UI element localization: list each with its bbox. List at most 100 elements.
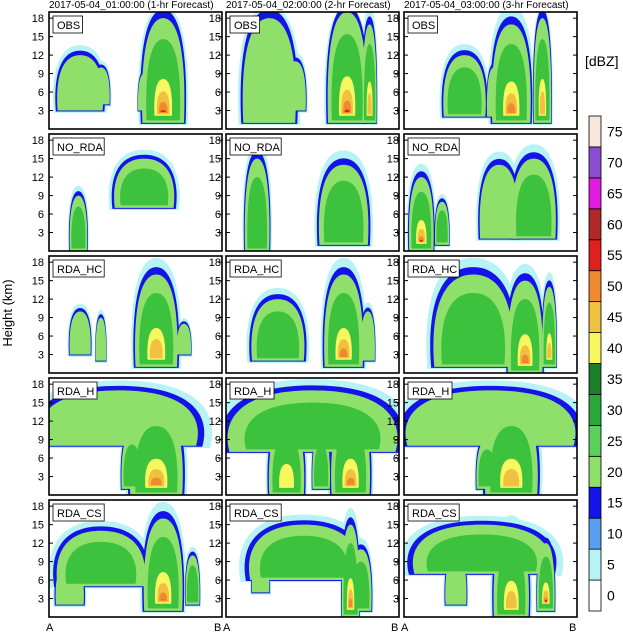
panel: RDA_CS 3 6 9 12 15 18 xyxy=(32,499,223,618)
reflectivity-contour xyxy=(441,292,506,365)
reflectivity-contour xyxy=(360,311,375,361)
y-tick-label: 18 xyxy=(32,379,44,391)
reflectivity-contour xyxy=(348,598,353,608)
panel-frame xyxy=(225,499,400,618)
y-tick-label: 6 xyxy=(393,453,399,465)
panel-frame xyxy=(225,255,400,374)
row-label-text: RDA_CS xyxy=(57,508,102,520)
panel: RDA_CS 3 6 9 12 15 18 xyxy=(209,499,400,618)
y-tick-label: 15 xyxy=(209,520,221,532)
panel: OBS 3 6 9 12 15 18 xyxy=(387,11,578,130)
row-label-box xyxy=(229,15,261,34)
y-tick-label: 15 xyxy=(387,154,399,166)
panel-row-label: RDA_CS xyxy=(229,503,282,522)
reflectivity-contour xyxy=(159,592,168,601)
panel: RDA_H 3 6 9 12 15 18 xyxy=(387,377,578,496)
y-tick-label: 15 xyxy=(32,520,44,532)
y-tick-label: 3 xyxy=(393,472,399,484)
y-tick-label: 6 xyxy=(215,453,221,465)
y-tick-label: 12 xyxy=(32,172,44,184)
y-tick-label: 3 xyxy=(393,228,399,240)
reflectivity-contour xyxy=(160,110,166,113)
colorbar-tick-label: 60 xyxy=(607,216,623,232)
reflectivity-contour xyxy=(478,449,496,487)
y-tick-label: 15 xyxy=(387,32,399,44)
colorbar-swatch xyxy=(588,517,602,550)
y-tick-label: 12 xyxy=(209,416,221,428)
panel: RDA_H 3 6 9 12 15 18 xyxy=(32,377,223,496)
reflectivity-contour xyxy=(279,463,294,488)
row-label-text: NO_RDA xyxy=(412,142,459,154)
panel-row-label: RDA_CS xyxy=(407,503,460,522)
y-tick-label: 6 xyxy=(38,575,44,587)
panel: RDA_H 3 6 9 12 15 18 xyxy=(209,377,400,496)
panel-frame xyxy=(403,499,578,618)
y-tick-label: 12 xyxy=(32,294,44,306)
panel-frame xyxy=(225,11,400,130)
panel: NO_RDA 3 6 9 12 15 18 xyxy=(387,133,578,252)
reflectivity-contour xyxy=(314,444,329,487)
reflectivity-contour xyxy=(339,348,348,357)
y-tick-label: 9 xyxy=(38,313,44,325)
y-tick-label: 6 xyxy=(38,87,44,99)
y-tick-label: 18 xyxy=(209,135,221,147)
y-tick-label: 3 xyxy=(38,594,44,606)
panel-row-label: OBS xyxy=(407,15,439,34)
panel: OBS 3 6 9 12 15 18 xyxy=(209,11,400,130)
y-tick-label: 15 xyxy=(209,154,221,166)
reflectivity-contour xyxy=(71,206,86,249)
y-tick-label: 18 xyxy=(32,501,44,513)
y-tick-label: 9 xyxy=(393,69,399,81)
panel-row-label: NO_RDA xyxy=(407,137,460,156)
row-label-text: RDA_HC xyxy=(234,264,279,276)
x-start-label: A xyxy=(223,622,231,632)
panel-row-label: NO_RDA xyxy=(52,137,105,156)
y-tick-label: 9 xyxy=(38,435,44,447)
panel-row-label: RDA_H xyxy=(52,381,98,400)
panel: NO_RDA 3 6 9 12 15 18 xyxy=(32,133,223,252)
panel-frame xyxy=(403,255,578,374)
colorbar-tick-label: 50 xyxy=(607,278,623,294)
reflectivity-contour xyxy=(149,339,163,359)
y-tick-label: 6 xyxy=(393,87,399,99)
reflectivity-contour xyxy=(505,591,517,609)
colorbar-tick-label: 15 xyxy=(607,495,623,511)
row-label-box xyxy=(52,15,84,34)
colorbar-tick-label: 35 xyxy=(607,371,623,387)
panel-frame xyxy=(403,377,578,496)
y-tick-label: 3 xyxy=(393,106,399,118)
colorbar-swatch xyxy=(588,239,602,272)
reflectivity-contour xyxy=(343,100,351,113)
y-tick-label: 15 xyxy=(387,398,399,410)
panel-row-label: RDA_HC xyxy=(229,259,282,278)
reflectivity-field xyxy=(67,149,180,251)
y-tick-label: 18 xyxy=(32,13,44,25)
row-label-text: RDA_H xyxy=(234,386,271,398)
reflectivity-contour xyxy=(256,311,300,359)
panel-frame xyxy=(48,499,223,618)
y-tick-label: 9 xyxy=(215,435,221,447)
reflectivity-field xyxy=(439,12,553,126)
y-tick-label: 3 xyxy=(393,594,399,606)
y-tick-label: 9 xyxy=(393,313,399,325)
x-start-label: A xyxy=(401,622,409,632)
colorbar-tick-label: 75 xyxy=(607,123,623,139)
reflectivity-contour xyxy=(436,210,448,243)
panel: OBS 3 6 9 12 15 18 xyxy=(32,11,223,130)
column-title-1: 2017-05-04_01:00:00 (1-hr Forecast) xyxy=(49,0,214,11)
panel: NO_RDA 3 6 9 12 15 18 xyxy=(209,133,400,252)
y-tick-label: 18 xyxy=(209,257,221,269)
colorbar-tick-label: 45 xyxy=(607,309,623,325)
row-label-text: NO_RDA xyxy=(234,142,281,154)
row-label-text: RDA_HC xyxy=(57,264,102,276)
reflectivity-contour xyxy=(507,103,516,113)
reflectivity-contour xyxy=(521,354,529,364)
panel-frame xyxy=(225,377,400,496)
reflectivity-contour xyxy=(176,323,192,355)
colorbar-tick-label: 20 xyxy=(607,464,623,480)
y-tick-label: 15 xyxy=(209,32,221,44)
y-tick-label: 15 xyxy=(32,276,44,288)
row-label-text: OBS xyxy=(57,20,80,32)
y-tick-label: 15 xyxy=(32,398,44,410)
